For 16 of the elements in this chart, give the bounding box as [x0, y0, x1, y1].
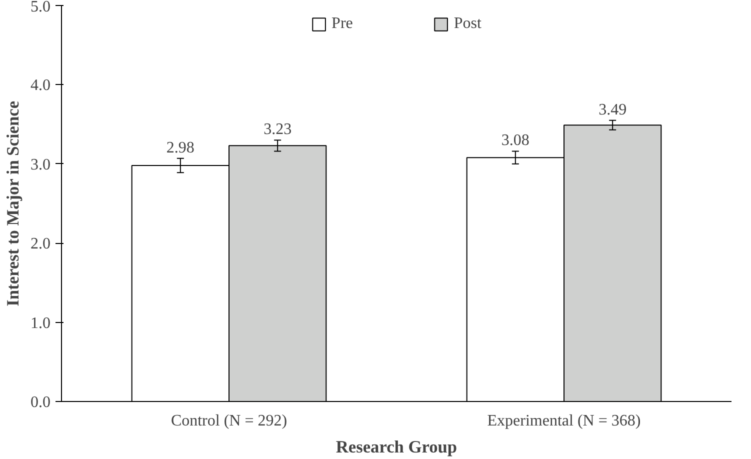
y-tick-label: 0.0	[30, 394, 50, 411]
x-axis-title: Research Group	[336, 438, 458, 456]
data-label: 2.98	[166, 139, 194, 156]
y-axis-title: Interest to Major in Science	[4, 100, 22, 306]
data-label: 3.23	[264, 121, 292, 138]
y-tick-label: 2.0	[30, 236, 50, 253]
y-tick-label: 5.0	[30, 0, 50, 16]
y-tick-label: 4.0	[30, 77, 50, 94]
y-tick-label: 1.0	[30, 314, 50, 332]
y-tick-label: 3.0	[30, 156, 50, 174]
legend-label: Pre	[332, 15, 353, 33]
x-tick-label: Control (N = 292)	[170, 412, 288, 430]
legend-label: Post	[454, 15, 482, 33]
x-tick-label: Experimental (N = 368)	[487, 412, 641, 430]
data-label: 3.49	[598, 101, 627, 118]
data-label: 3.08	[501, 132, 530, 150]
